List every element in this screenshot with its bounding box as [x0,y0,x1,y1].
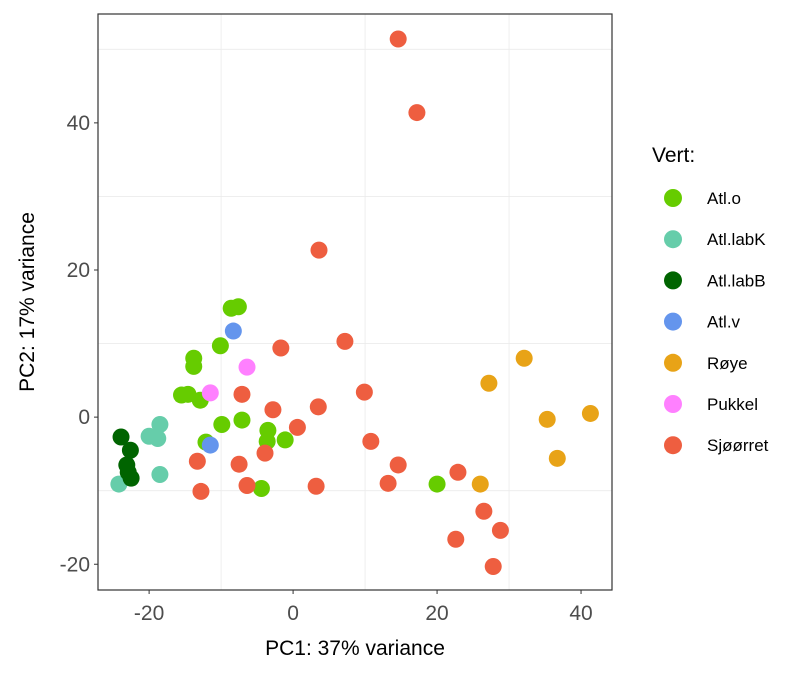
point-sj-rret [233,385,251,403]
point-sj-rret [264,401,282,419]
point-atl-v [224,322,242,340]
point-atl-labb [122,469,140,487]
point-atl-o [276,431,294,449]
x-tick-labels: -20 0 20 40 [134,590,593,625]
points [110,30,599,575]
point-r-ye [548,449,566,467]
point-r-ye [515,349,533,367]
legend-label: Atl.o [707,189,741,208]
point-atl-labk [149,429,167,447]
point-r-ye [471,475,489,493]
panel-background [98,14,612,590]
point-sj-rret [449,463,467,481]
point-sj-rret [309,398,327,416]
point-atl-o [252,479,270,497]
point-sj-rret [447,530,465,548]
legend-key [664,189,682,207]
y-tick-label: 20 [67,259,90,282]
point-sj-rret [310,241,328,259]
point-sj-rret [379,474,397,492]
legend-key [664,436,682,455]
panel-border [97,13,613,591]
point-sj-rret [484,557,502,575]
point-sj-rret [256,444,274,462]
point-sj-rret [307,477,325,495]
legend-item: Røye [664,353,748,373]
point-sj-rret [408,104,426,122]
legend-key [664,353,682,372]
y-tick-label: 0 [78,406,90,429]
point-atl-labb [121,441,139,459]
legend-item: Atl.o [664,189,741,208]
legend-label: Atl.v [707,313,741,332]
point-sj-rret [230,455,248,473]
legend-label: Pukkel [707,395,758,414]
grid [98,14,612,590]
point-sj-rret [362,432,380,450]
legend-title: Vert: [652,144,695,167]
legend-key [664,312,682,331]
point-sj-rret [491,521,509,539]
legend-item: Atl.labK [664,230,766,249]
point-sj-rret [288,418,306,436]
legend-item: Pukkel [664,395,758,414]
legend-label: Atl.labK [707,230,766,249]
legend-key [664,230,682,249]
point-atl-labb [112,428,130,446]
point-sj-rret [355,383,373,401]
point-atl-o [213,415,231,433]
legend-key [664,395,682,413]
point-pukkel [238,358,256,376]
point-sj-rret [336,332,354,350]
x-axis-title: PC1: 37% variance [265,637,445,660]
legend-label: Sjøørret [707,436,769,455]
x-tick-label: 20 [425,602,448,625]
legend-key [664,271,682,290]
y-tick-label: 40 [67,112,90,135]
point-atl-o [185,357,203,375]
point-sj-rret [389,30,407,48]
legend: Atl.o Atl.labK Atl.labB Atl.v Røye Pukkel Sjøø… [664,189,769,455]
legend-item: Atl.labB [664,271,766,290]
point-sj-rret [192,482,210,500]
point-pukkel [201,384,219,402]
legend-label: Røye [707,354,748,373]
point-atl-o [211,337,229,355]
x-tick-label: -20 [134,602,164,625]
y-axis-title: PC2: 17% variance [16,212,39,392]
point-sj-rret [238,477,256,495]
point-sj-rret [389,456,407,474]
legend-item: Atl.v [664,312,741,332]
point-sj-rret [272,339,290,357]
point-atl-v [201,436,219,454]
y-tick-label: -20 [60,553,90,576]
point-atl-o [229,298,247,316]
point-r-ye [480,374,498,392]
point-r-ye [581,404,599,422]
point-r-ye [538,410,556,428]
legend-label: Atl.labB [707,271,766,290]
point-atl-o [233,411,251,429]
y-tick-labels: -20 0 20 40 [60,112,98,576]
point-atl-labk [151,466,169,484]
point-atl-o [428,475,446,493]
point-atl-labk [151,415,169,433]
point-sj-rret [188,452,206,470]
legend-item: Sjøørret [664,436,769,455]
point-sj-rret [475,502,493,520]
x-tick-label: 0 [287,602,299,625]
x-tick-label: 40 [569,602,592,625]
